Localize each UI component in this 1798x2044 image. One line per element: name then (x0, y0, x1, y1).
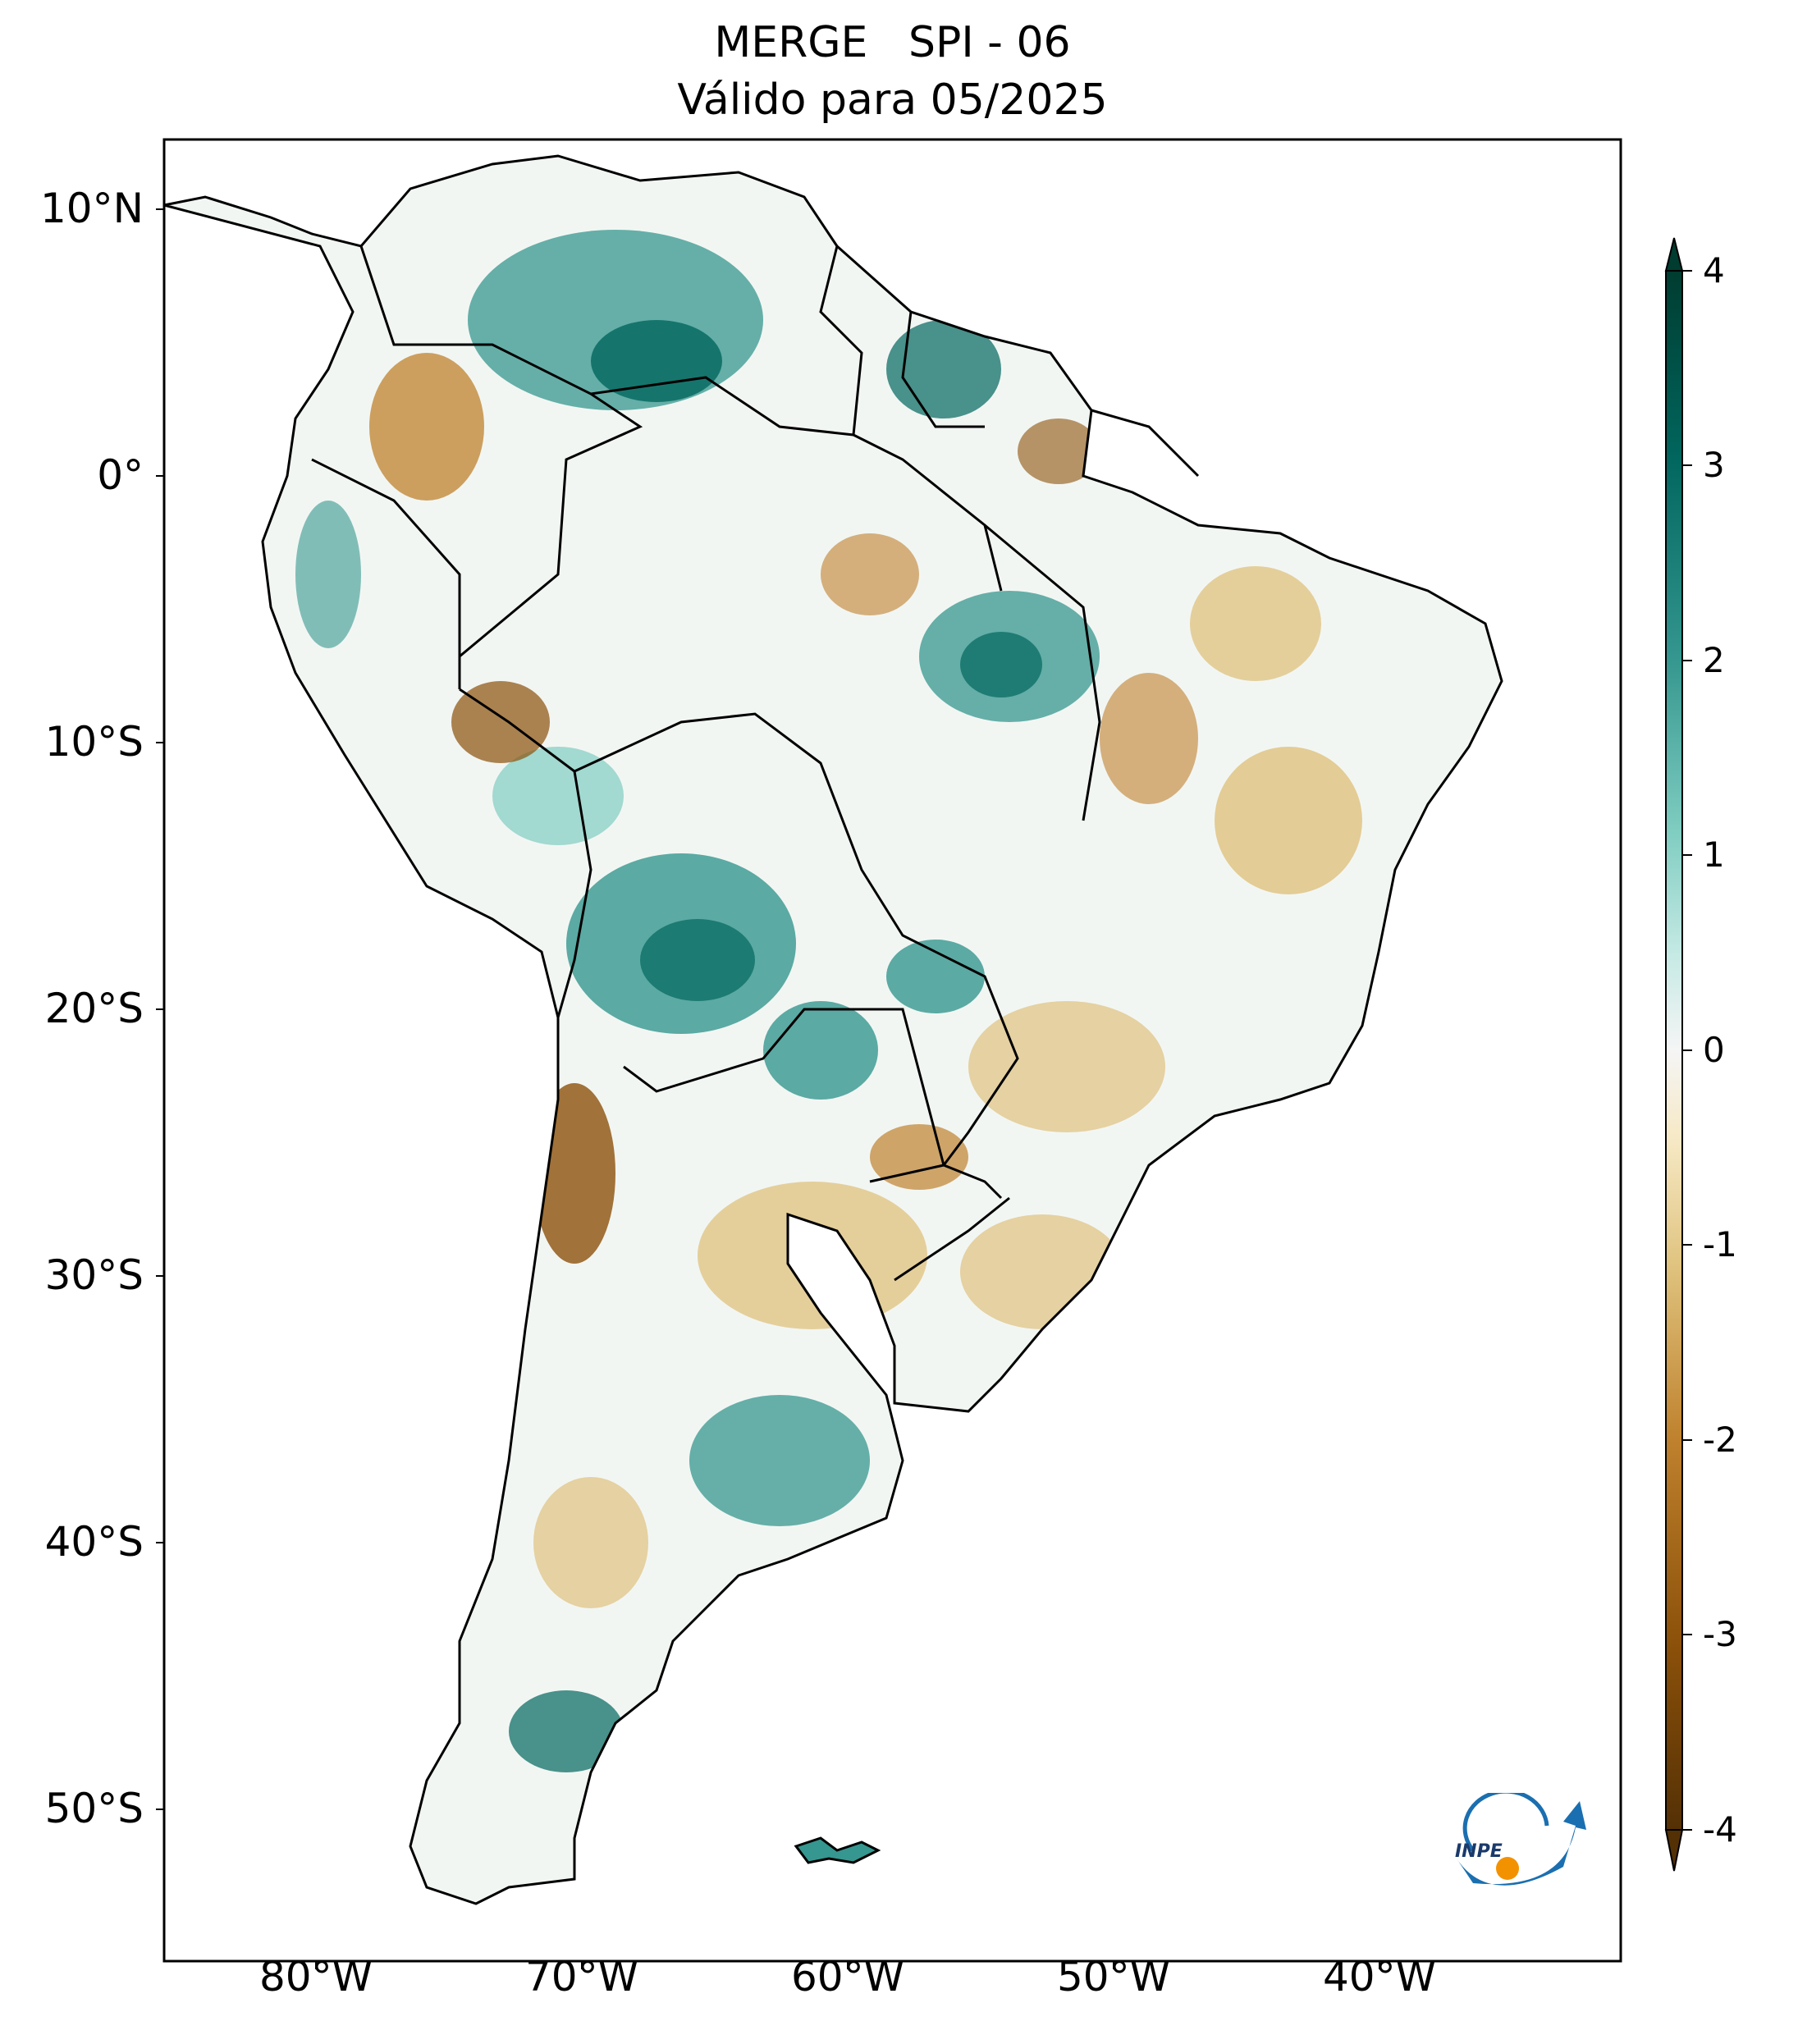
lat-label-0: 0° (97, 451, 144, 499)
lon-label-40w: 40°W (1322, 1953, 1437, 2001)
colorbar-top-extend (1664, 237, 1684, 272)
colorbar-label-minus-4: -4 (1703, 1809, 1737, 1850)
axis-ticks (156, 208, 1380, 1969)
country-borders (311, 245, 1200, 1282)
colorbar-ticks (1682, 270, 1692, 1831)
map-title: MERGE SPI - 06 (714, 18, 1071, 67)
lat-label-30s: 30°S (44, 1251, 144, 1299)
lon-label-80w: 80°W (258, 1953, 373, 2001)
colorbar (1665, 270, 1683, 1831)
lon-label-60w: 60°W (790, 1953, 905, 2001)
logo-text: INPE (1455, 1841, 1503, 1862)
lat-label-20s: 20°S (44, 985, 144, 1032)
colorbar-label-4: 4 (1703, 250, 1725, 290)
colorbar-label-0: 0 (1703, 1030, 1725, 1070)
colorbar-label-minus-1: -1 (1703, 1224, 1737, 1264)
colorbar-label-3: 3 (1703, 445, 1725, 485)
lon-label-50w: 50°W (1056, 1953, 1171, 2001)
colorbar-label-2: 2 (1703, 640, 1725, 680)
lat-label-50s: 50°S (44, 1785, 144, 1832)
lat-label-10n: 10°N (39, 185, 144, 232)
lon-label-70w: 70°W (524, 1953, 639, 2001)
colorbar-label-1: 1 (1703, 835, 1725, 875)
inpe-logo: INPE (1455, 1793, 1586, 1886)
map-subtitle: Válido para 05/2025 (677, 75, 1108, 125)
falkland-islands (794, 1836, 881, 1864)
lat-label-10s: 10°S (44, 718, 144, 766)
colorbar-label-minus-3: -3 (1703, 1614, 1737, 1654)
colorbar-label-minus-2: -2 (1703, 1420, 1737, 1460)
coastline (163, 154, 1503, 1905)
colorbar-bottom-extend (1664, 1829, 1684, 1872)
lat-label-40s: 40°S (44, 1518, 144, 1566)
